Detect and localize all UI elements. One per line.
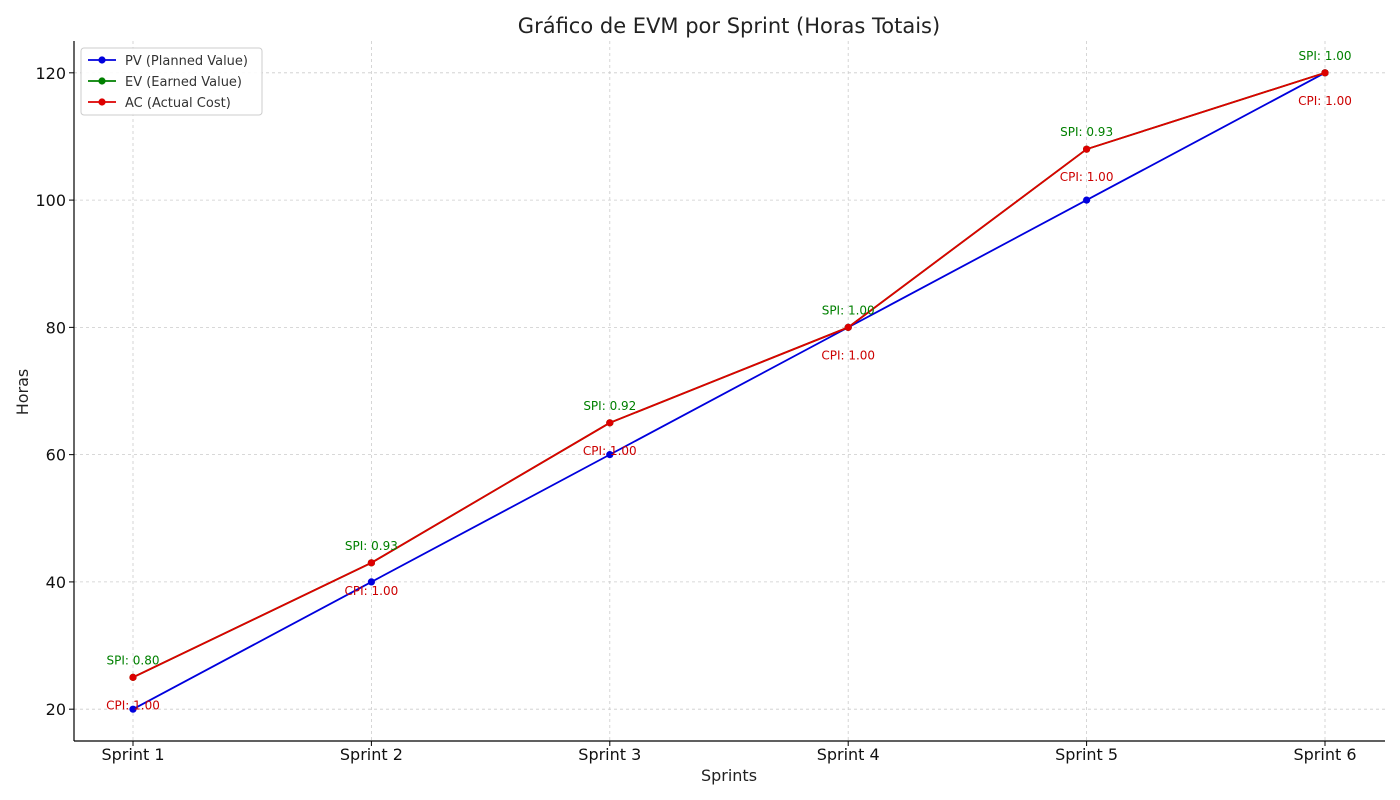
spi-label: SPI: 0.92 bbox=[583, 399, 636, 413]
spi-label: SPI: 0.93 bbox=[345, 539, 398, 553]
cpi-label: CPI: 1.00 bbox=[106, 698, 160, 712]
data-point bbox=[1083, 145, 1091, 153]
cpi-label: CPI: 1.00 bbox=[821, 348, 875, 362]
x-tick-label: Sprint 6 bbox=[1293, 745, 1356, 764]
spi-label: SPI: 0.80 bbox=[107, 653, 160, 667]
y-tick-label: 120 bbox=[35, 64, 66, 83]
data-point bbox=[129, 705, 137, 713]
x-tick-label: Sprint 4 bbox=[817, 745, 880, 764]
data-point bbox=[367, 559, 375, 567]
data-point bbox=[1321, 69, 1329, 77]
data-point bbox=[844, 323, 852, 331]
data-point bbox=[606, 419, 614, 427]
legend-label: PV (Planned Value) bbox=[125, 54, 248, 69]
y-tick-label: 20 bbox=[46, 700, 66, 719]
legend-label: EV (Earned Value) bbox=[125, 75, 242, 90]
x-tick-label: Sprint 2 bbox=[340, 745, 403, 764]
legend-label: AC (Actual Cost) bbox=[125, 96, 231, 111]
spi-label: SPI: 0.93 bbox=[1060, 125, 1113, 139]
chart-title: Gráfico de EVM por Sprint (Horas Totais) bbox=[518, 14, 940, 38]
y-tick-label: 60 bbox=[46, 446, 66, 465]
annotations: SPI: 0.80 SPI: 0.93 SPI: 0.92 SPI: 1.00 SPI:… bbox=[106, 49, 1352, 713]
grid bbox=[74, 41, 1385, 741]
spi-label: SPI: 1.00 bbox=[822, 303, 875, 317]
x-tick-label: Sprint 5 bbox=[1055, 745, 1118, 764]
series-line-2 bbox=[132, 71, 1326, 679]
axis-ticks: Sprint 1 Sprint 2 Sprint 3 Sprint 4 Sprint 5… bbox=[35, 64, 1356, 764]
legend-marker bbox=[98, 56, 106, 64]
spi-label: SPI: 1.00 bbox=[1299, 49, 1352, 63]
x-tick-label: Sprint 3 bbox=[578, 745, 641, 764]
data-point bbox=[367, 578, 375, 586]
y-tick-label: 40 bbox=[46, 573, 66, 592]
cpi-label: CPI: 1.00 bbox=[1298, 94, 1352, 108]
y-tick-label: 80 bbox=[46, 318, 66, 337]
cpi-label: CPI: 1.00 bbox=[345, 584, 399, 598]
legend: PV (Planned Value) EV (Earned Value) AC (A… bbox=[80, 47, 263, 116]
legend-marker bbox=[98, 98, 106, 106]
cpi-label: CPI: 1.00 bbox=[1060, 170, 1114, 184]
x-axis-label: Sprints bbox=[701, 766, 757, 785]
cpi-label: CPI: 1.00 bbox=[583, 444, 637, 458]
y-tick-label: 100 bbox=[35, 191, 66, 210]
data-point bbox=[606, 451, 614, 459]
series-line-0 bbox=[132, 72, 1326, 710]
y-axis-label: Horas bbox=[13, 369, 32, 416]
legend-marker bbox=[98, 77, 106, 85]
series-lines bbox=[129, 69, 1329, 713]
x-tick-label: Sprint 1 bbox=[101, 745, 164, 764]
legend-box bbox=[80, 47, 263, 116]
data-point bbox=[129, 673, 137, 681]
data-point bbox=[1083, 196, 1091, 204]
